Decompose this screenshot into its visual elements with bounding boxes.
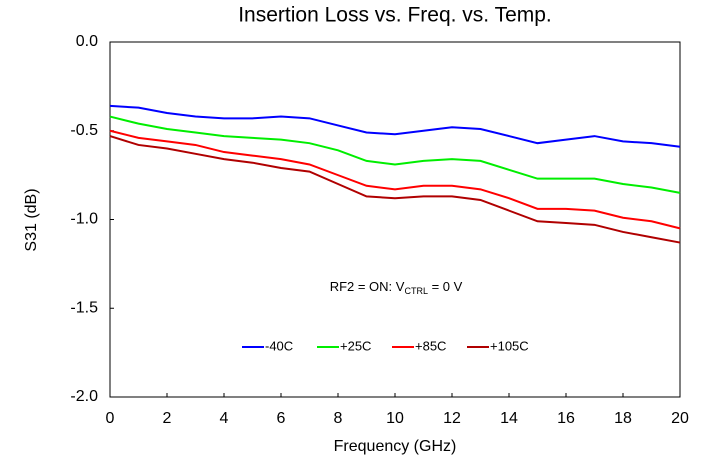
x-tick-label: 16: [557, 410, 575, 427]
series-line: [109, 104, 681, 148]
annotation-tail: = 0 V: [428, 279, 463, 294]
legend-label: +105C: [490, 338, 529, 353]
x-tick-label: 0: [106, 410, 115, 427]
x-tick-label: 20: [671, 410, 689, 427]
annotation-subscript: CTRL: [404, 286, 428, 296]
plot-frame: [109, 41, 681, 398]
x-tick-label: 14: [500, 410, 518, 427]
x-tick-label: 4: [220, 410, 229, 427]
x-tick-label: 12: [443, 410, 461, 427]
y-tick-label: 0.0: [76, 33, 98, 50]
y-axis-label: S31 (dB): [23, 188, 40, 251]
y-tick-label: -0.5: [70, 122, 98, 139]
annotation: RF2 = ON: VCTRL = 0 V: [330, 279, 463, 296]
series-line: [109, 129, 681, 230]
legend-label: -40C: [265, 338, 293, 353]
y-tick-label: -1.5: [70, 299, 98, 316]
y-tick-label: -1.0: [70, 211, 98, 228]
annotation-text: RF2 = ON: V: [330, 279, 405, 294]
legend-label: +25C: [340, 338, 371, 353]
series-line: [109, 135, 681, 244]
chart-title: Insertion Loss vs. Freq. vs. Temp.: [238, 4, 552, 27]
series-line: [109, 115, 681, 194]
legend-label: +85C: [415, 338, 446, 353]
x-tick-label: 8: [334, 410, 343, 427]
x-axis-label: Frequency (GHz): [334, 438, 457, 455]
x-tick-label: 6: [277, 410, 286, 427]
y-tick-label: -2.0: [70, 388, 98, 405]
x-tick-label: 2: [163, 410, 172, 427]
x-tick-label: 10: [386, 410, 404, 427]
x-tick-label: 18: [614, 410, 632, 427]
